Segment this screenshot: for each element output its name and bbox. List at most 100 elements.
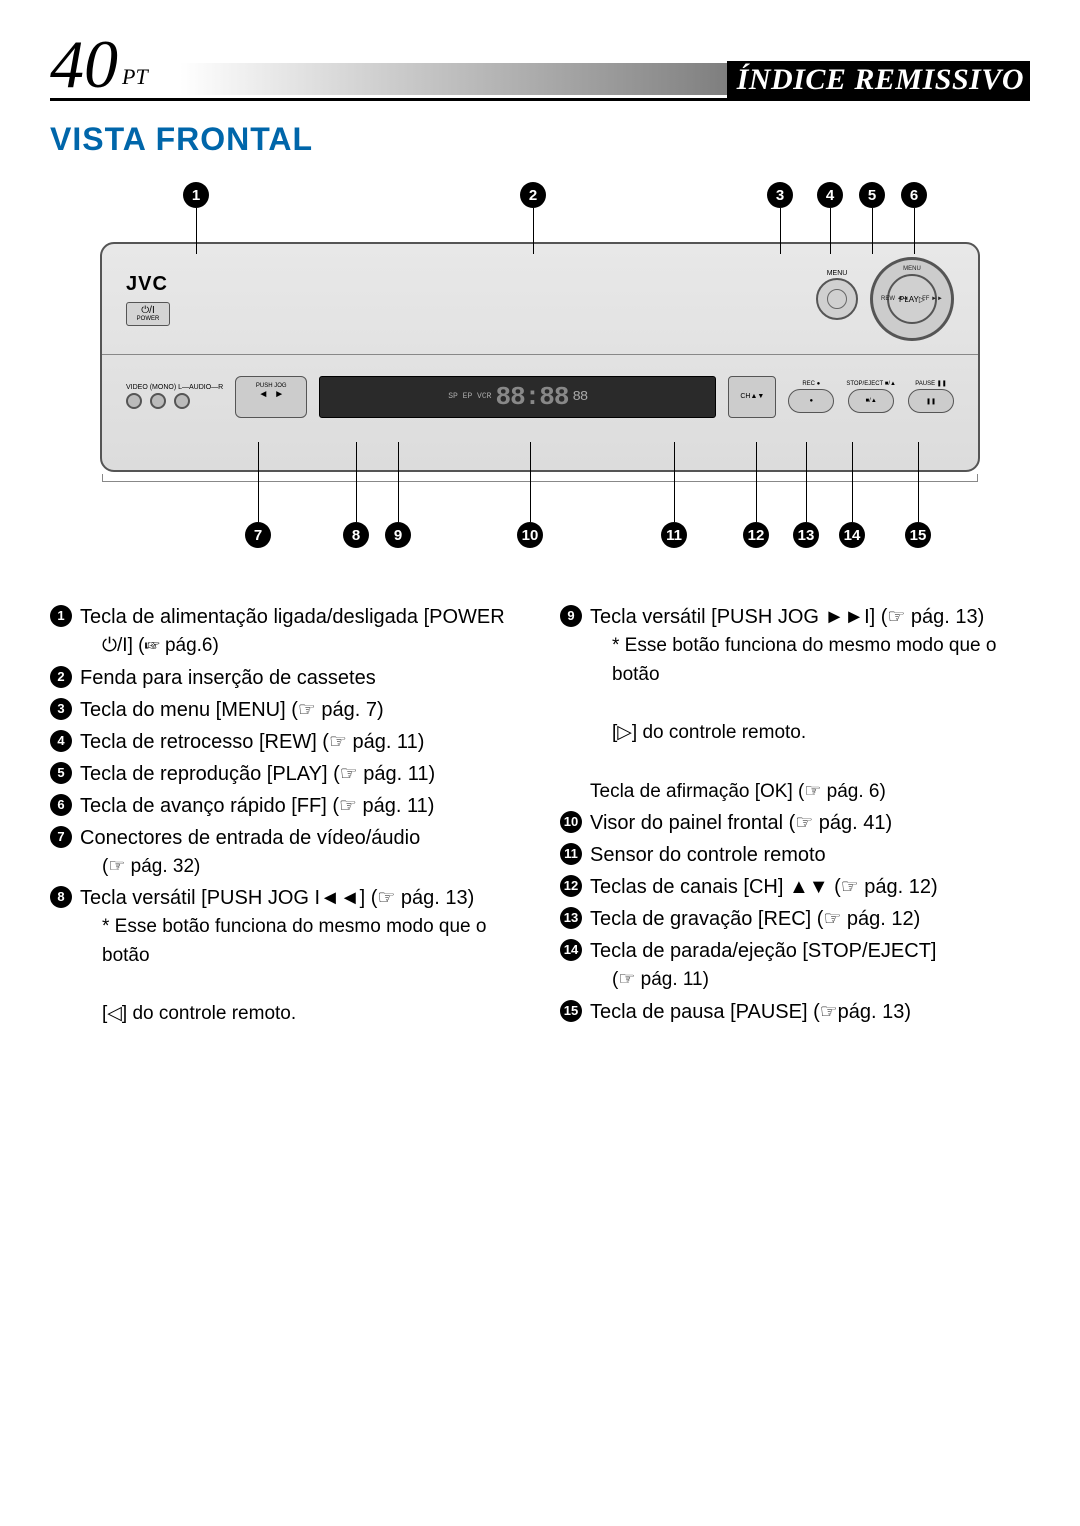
legend-item-4: 4Tecla de retrocesso [REW] (☞ pág. 11) xyxy=(50,727,520,757)
power-icon: ⏻/I xyxy=(141,305,154,316)
legend-text: Tecla versátil [PUSH JOG I◄◄] (☞ pág. 13… xyxy=(80,887,474,909)
rec-button: ● xyxy=(788,389,834,413)
legend-item-14: 14Tecla de parada/ejeção [STOP/EJECT](☞ … xyxy=(560,936,1030,995)
legend-extra: Tecla de afirmação [OK] (☞ pág. 6) xyxy=(590,778,1030,807)
stop-button-stack: STOP/EJECT ■/▲ ■/▲ xyxy=(846,381,896,413)
callout-line-10 xyxy=(530,442,531,522)
dpad-control: MENU REW ◄◄ FF ►► PLAY ▷ xyxy=(870,257,954,341)
legend-text: Tecla de gravação [REC] (☞ pág. 12) xyxy=(590,908,920,930)
legend-item-7: 7Conectores de entrada de vídeo/áudio(☞ … xyxy=(50,823,520,882)
power-button: ⏻/I POWER xyxy=(126,302,170,326)
legend-text: Conectores de entrada de vídeo/áudio xyxy=(80,827,420,849)
av-label: VIDEO (MONO) L—AUDIO—R xyxy=(126,384,223,391)
legend-text: Tecla do menu [MENU] (☞ pág. 7) xyxy=(80,699,384,721)
legend-num-9: 9 xyxy=(560,605,582,627)
legend-num-3: 3 xyxy=(50,698,72,720)
legend-item-9: 9Tecla versátil [PUSH JOG ►►I] (☞ pág. 1… xyxy=(560,602,1030,806)
callout-11: 11 xyxy=(661,522,687,548)
legend-num-4: 4 xyxy=(50,730,72,752)
jog-left-icon: ◄ xyxy=(258,389,268,400)
jack-audio-l xyxy=(150,393,166,409)
callout-line-6 xyxy=(914,208,915,254)
callout-13: 13 xyxy=(793,522,819,548)
legend-note2: [▷] do controle remoto. xyxy=(590,719,1030,748)
legend-num-8: 8 xyxy=(50,886,72,908)
callout-2: 2 xyxy=(520,182,546,208)
dpad-top-label: MENU xyxy=(903,266,921,272)
brand-block: JVC ⏻/I POWER xyxy=(126,273,170,326)
callout-line-13 xyxy=(806,442,807,522)
callout-line-8 xyxy=(356,442,357,522)
callout-line-7 xyxy=(258,442,259,522)
callout-5: 5 xyxy=(859,182,885,208)
legend-item-11: 11 Sensor do controle remoto xyxy=(560,840,1030,870)
callout-line-12 xyxy=(756,442,757,522)
legend-item-6: 6 Tecla de avanço rápido [FF] (☞ pág. 11) xyxy=(50,791,520,821)
legend-item-2: 2 Fenda para inserção de cassetes xyxy=(50,663,520,693)
menu-label: MENU xyxy=(827,270,848,277)
callout-3: 3 xyxy=(767,182,793,208)
vcr-top-row: JVC ⏻/I POWER MENU MENU REW ◄◄ FF ►► PLA… xyxy=(102,244,978,354)
legend-cont: (☞ pág. 11) xyxy=(590,966,1030,995)
vcr-bottom-row: VIDEO (MONO) L—AUDIO—R PUSH JOG ◄ ► S xyxy=(102,354,978,438)
brand-logo: JVC xyxy=(126,273,170,296)
pause-label: PAUSE ❚❚ xyxy=(915,380,947,387)
legend-note2: [◁] do controle remoto. xyxy=(80,1000,520,1029)
callout-12: 12 xyxy=(743,522,769,548)
power-label: POWER xyxy=(137,316,160,322)
legend-num-5: 5 xyxy=(50,762,72,784)
callout-line-1 xyxy=(196,208,197,254)
av-block: VIDEO (MONO) L—AUDIO—R xyxy=(126,384,223,409)
legend-item-8: 8 Tecla versátil [PUSH JOG I◄◄] (☞ pág. 1… xyxy=(50,883,520,1029)
legend-num-11: 11 xyxy=(560,843,582,865)
legend-text: Fenda para inserção de cassetes xyxy=(80,667,376,689)
legend-num-13: 13 xyxy=(560,907,582,929)
legend-text: Tecla de avanço rápido [FF] (☞ pág. 11) xyxy=(80,795,434,817)
channel-box: CH ▲▼ xyxy=(728,376,776,418)
page: 40 PT ÍNDICE REMISSIVO VISTA FRONTAL JVC… xyxy=(0,0,1080,1081)
callout-line-4 xyxy=(830,208,831,254)
callout-line-3 xyxy=(780,208,781,254)
index-title: ÍNDICE REMISSIVO xyxy=(727,61,1030,98)
dpad-right-label: FF ►► xyxy=(922,296,943,302)
legend: 1Tecla de alimentação ligada/desligada [… xyxy=(50,602,1030,1031)
legend-num-12: 12 xyxy=(560,875,582,897)
push-jog-arrows: ◄ ► xyxy=(258,389,284,400)
legend-num-1: 1 xyxy=(50,605,72,627)
front-view-diagram: JVC ⏻/I POWER MENU MENU REW ◄◄ FF ►► PLA… xyxy=(80,182,1000,562)
ch-label: CH xyxy=(740,393,750,400)
legend-item-15: 15 Tecla de pausa [PAUSE] (☞pág. 13) xyxy=(560,997,1030,1027)
rec-label: REC ● xyxy=(802,381,820,387)
vcr-foot xyxy=(102,474,978,482)
callout-line-2 xyxy=(533,208,534,254)
locale-code: PT xyxy=(122,64,148,90)
legend-num-2: 2 xyxy=(50,666,72,688)
legend-num-15: 15 xyxy=(560,1000,582,1022)
legend-cont: ⏻/I] (☞ pág.6) xyxy=(80,632,520,661)
legend-note: * Esse botão funciona do mesmo modo que … xyxy=(590,632,1030,689)
legend-num-6: 6 xyxy=(50,794,72,816)
jack-audio-r xyxy=(174,393,190,409)
section-title: VISTA FRONTAL xyxy=(50,121,1030,158)
legend-note: * Esse botão funciona do mesmo modo que … xyxy=(80,913,520,970)
callout-4: 4 xyxy=(817,182,843,208)
callout-15: 15 xyxy=(905,522,931,548)
callout-14: 14 xyxy=(839,522,865,548)
push-jog-panel: PUSH JOG ◄ ► xyxy=(235,376,307,418)
pause-button: ❚❚ xyxy=(908,389,954,413)
callout-8: 8 xyxy=(343,522,369,548)
legend-num-10: 10 xyxy=(560,811,582,833)
callout-7: 7 xyxy=(245,522,271,548)
legend-left-col: 1Tecla de alimentação ligada/desligada [… xyxy=(50,602,520,1031)
callout-line-14 xyxy=(852,442,853,522)
legend-item-5: 5Tecla de reprodução [PLAY] (☞ pág. 11) xyxy=(50,759,520,789)
stop-button: ■/▲ xyxy=(848,389,894,413)
legend-item-10: 10Visor do painel frontal (☞ pág. 41) xyxy=(560,808,1030,838)
legend-text: Tecla de pausa [PAUSE] (☞pág. 13) xyxy=(590,1001,911,1023)
rec-button-stack: REC ● ● xyxy=(788,381,834,413)
legend-text: Sensor do controle remoto xyxy=(590,844,826,866)
menu-dial: MENU xyxy=(816,278,858,320)
callout-line-11 xyxy=(674,442,675,522)
vcr-body: JVC ⏻/I POWER MENU MENU REW ◄◄ FF ►► PLA… xyxy=(100,242,980,472)
legend-text: Teclas de canais [CH] ▲▼ (☞ pág. 12) xyxy=(590,876,938,898)
